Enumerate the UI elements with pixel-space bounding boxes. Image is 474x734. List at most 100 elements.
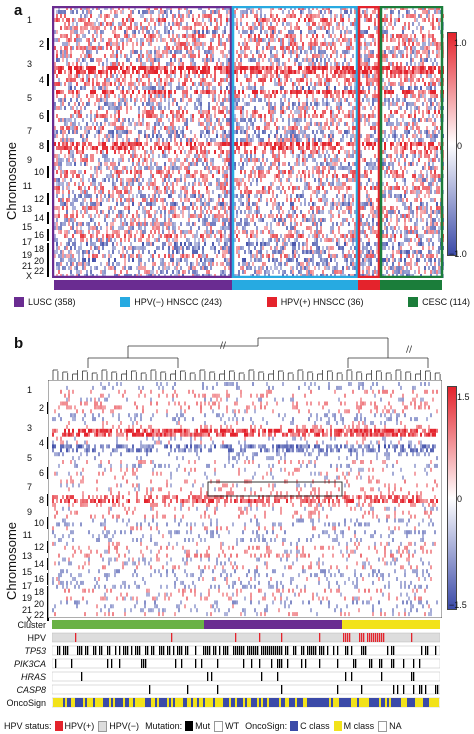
a-heat-cell [98,62,100,66]
a-heat-cell [290,34,292,38]
a-heat-cell [224,142,226,146]
a-heat-cell [246,230,248,234]
a-heat-cell [260,214,262,218]
a-heat-cell [102,190,104,194]
a-heat-cell [218,98,220,102]
a-heat-cell [164,90,166,94]
a-heat-cell [120,26,122,30]
a-heat-cell [102,114,104,118]
a-heat-cell [78,58,80,62]
a-heat-cell [70,170,72,174]
a-heat-cell [170,222,172,226]
a-heat-cell [90,14,92,18]
a-heat-cell [84,162,86,166]
a-heat-cell [226,170,228,174]
a-heat-cell [124,30,126,34]
a-heat-cell [72,122,74,126]
a-heat-cell [68,238,70,242]
a-chr-9: 9 [26,155,32,165]
a-heat-cell [180,74,182,78]
a-heat-cell [320,62,322,66]
a-heat-cell [136,70,138,74]
a-heat-cell [96,122,98,126]
a-heat-cell [268,98,270,102]
a-heat-cell [152,66,154,70]
a-heat-cell [186,230,188,234]
a-heat-cell [188,266,190,270]
a-heat-cell [296,58,298,62]
a-heat-cell [164,222,166,226]
a-heat-cell [246,122,248,126]
a-heat-cell [86,154,88,158]
a-heat-cell [302,162,304,166]
a-heat-cell [292,186,294,190]
a-heat-cell [296,26,298,30]
a-heat-cell [166,154,168,158]
a-heat-cell [242,262,244,266]
a-heat-cell [64,142,66,146]
a-heat-cell [94,114,96,118]
a-heat-cell [180,62,182,66]
a-heat-cell [152,10,154,14]
a-heat-cell [80,194,82,198]
a-heat-cell [76,222,78,226]
a-heat-cell [172,226,174,230]
a-heat-cell [88,186,90,190]
a-heat-cell [184,234,186,238]
a-heat-cell [152,202,154,206]
a-heat-cell [182,134,184,138]
a-heat-cell [58,262,60,266]
a-heat-cell [256,46,258,50]
a-heat-cell [246,262,248,266]
a-heat-cell [208,46,210,50]
a-heat-cell [204,202,206,206]
a-heat-cell [172,170,174,174]
a-heat-cell [262,46,264,50]
a-heat-cell [62,194,64,198]
a-heat-cell [270,230,272,234]
a-heat-cell [196,38,198,42]
a-heat-cell [328,142,330,146]
a-heat-cell [262,238,264,242]
a-heat-cell [134,86,136,90]
a-heat-cell [140,238,142,242]
a-heat-cell [106,214,108,218]
a-heat-cell [82,206,84,210]
a-heat-cell [330,114,332,118]
a-heat-cell [214,166,216,170]
a-heat-cell [218,210,220,214]
a-heat-cell [324,78,326,82]
a-heat-cell [240,22,242,26]
a-heat-cell [60,146,62,150]
a-heat-cell [64,214,66,218]
a-heat-cell [92,38,94,42]
a-heat-cell [310,66,312,70]
a-heat-cell [310,58,312,62]
a-heat-cell [218,146,220,150]
a-heat-cell [182,82,184,86]
a-heat-cell [58,246,60,250]
a-heat-cell [138,246,140,250]
a-heat-cell [162,54,164,58]
a-heat-cell [184,26,186,30]
a-heat-cell [270,38,272,42]
a-heat-cell [142,30,144,34]
a-heat-cell [246,110,248,114]
a-heat-cell [296,238,298,242]
a-heat-cell [206,230,208,234]
a-heat-cell [302,10,304,14]
a-heat-cell [94,170,96,174]
a-heat-cell [234,194,236,198]
a-heat-cell [206,270,208,274]
a-heat-cell [220,18,222,22]
a-heat-cell [324,58,326,62]
a-heat-cell [186,198,188,202]
a-heat-cell [282,170,284,174]
a-heat-cell [204,178,206,182]
a-heat-cell [248,134,250,138]
a-heat-cell [276,194,278,198]
a-heat-cell [174,114,176,118]
a-heat-cell [216,166,218,170]
a-heat-cell [200,22,202,26]
a-heat-cell [274,154,276,158]
